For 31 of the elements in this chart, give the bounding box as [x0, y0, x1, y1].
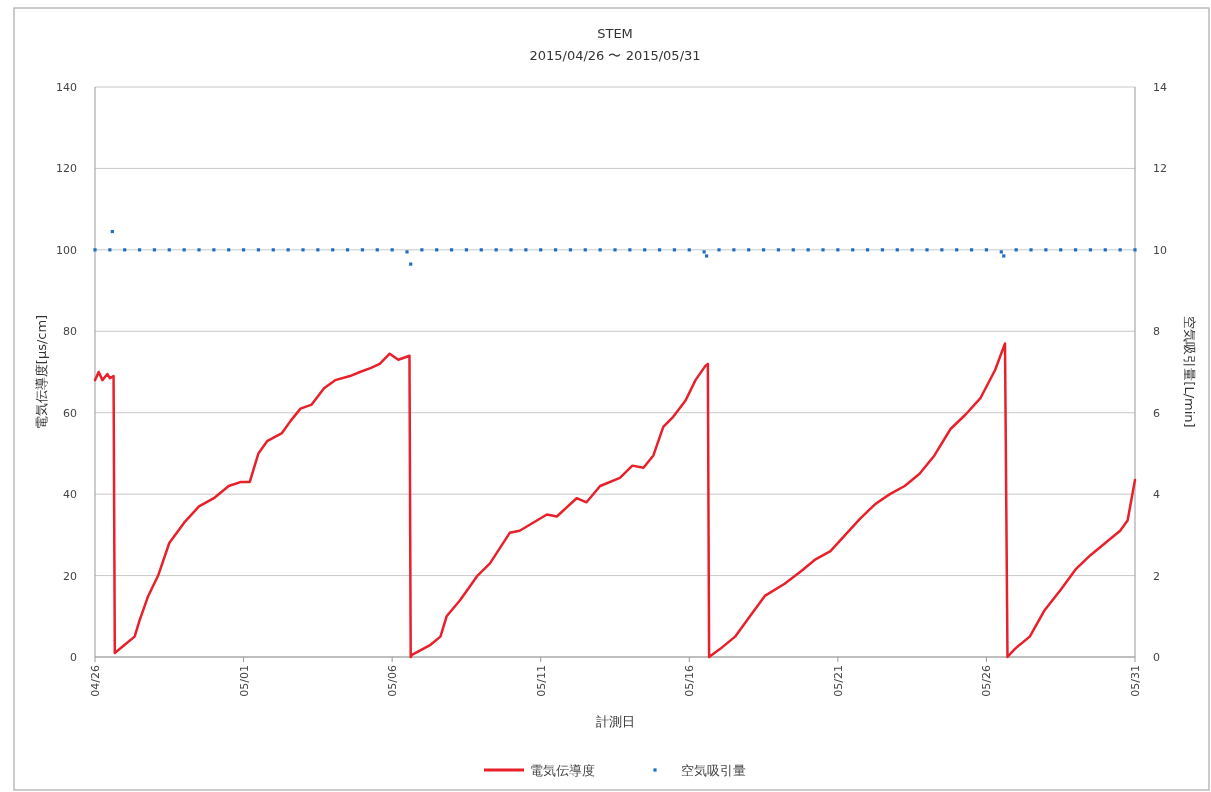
- y-tick-label: 60: [63, 406, 77, 420]
- y2-tick-label: 4: [1153, 488, 1160, 502]
- x-tick-label: 05/16: [683, 665, 697, 697]
- y-tick-label: 20: [63, 569, 77, 583]
- y-tick-label: 140: [56, 81, 77, 94]
- y2-tick-label: 0: [1153, 651, 1160, 664]
- x-tick-label: 05/06: [386, 665, 400, 697]
- legend-label: 空気吸引量: [681, 763, 746, 778]
- y2-tick-label: 14: [1153, 81, 1167, 94]
- y2-tick-label: 2: [1153, 569, 1160, 583]
- y-tick-label: 120: [56, 162, 77, 176]
- chart-title: STEM: [597, 26, 633, 41]
- x-tick-label: 05/11: [534, 665, 548, 697]
- x-axis-title: 計測日: [595, 714, 635, 729]
- x-tick-label: 05/31: [1129, 665, 1142, 697]
- y2-tick-label: 8: [1153, 325, 1160, 339]
- y-tick-label: 100: [56, 243, 77, 257]
- chart-subtitle: 2015/04/26 〜 2015/05/31: [529, 48, 701, 63]
- x-tick-label: 04/26: [89, 665, 102, 697]
- y2-tick-label: 12: [1153, 162, 1167, 176]
- y-tick-label: 0: [70, 651, 77, 664]
- legend-label: 電気伝導度: [530, 763, 595, 778]
- y-tick-label: 80: [63, 325, 77, 339]
- x-tick-label: 05/26: [980, 665, 994, 697]
- y2-axis-title: 空気吸引量[L/min]: [1182, 316, 1197, 428]
- y-axis-title: 電気伝導度[μs/cm]: [34, 314, 49, 430]
- x-tick-label: 05/21: [831, 665, 845, 697]
- x-tick-label: 05/01: [237, 665, 251, 697]
- y-tick-label: 40: [63, 488, 77, 502]
- y2-tick-label: 10: [1153, 243, 1167, 257]
- y2-tick-label: 6: [1153, 406, 1160, 420]
